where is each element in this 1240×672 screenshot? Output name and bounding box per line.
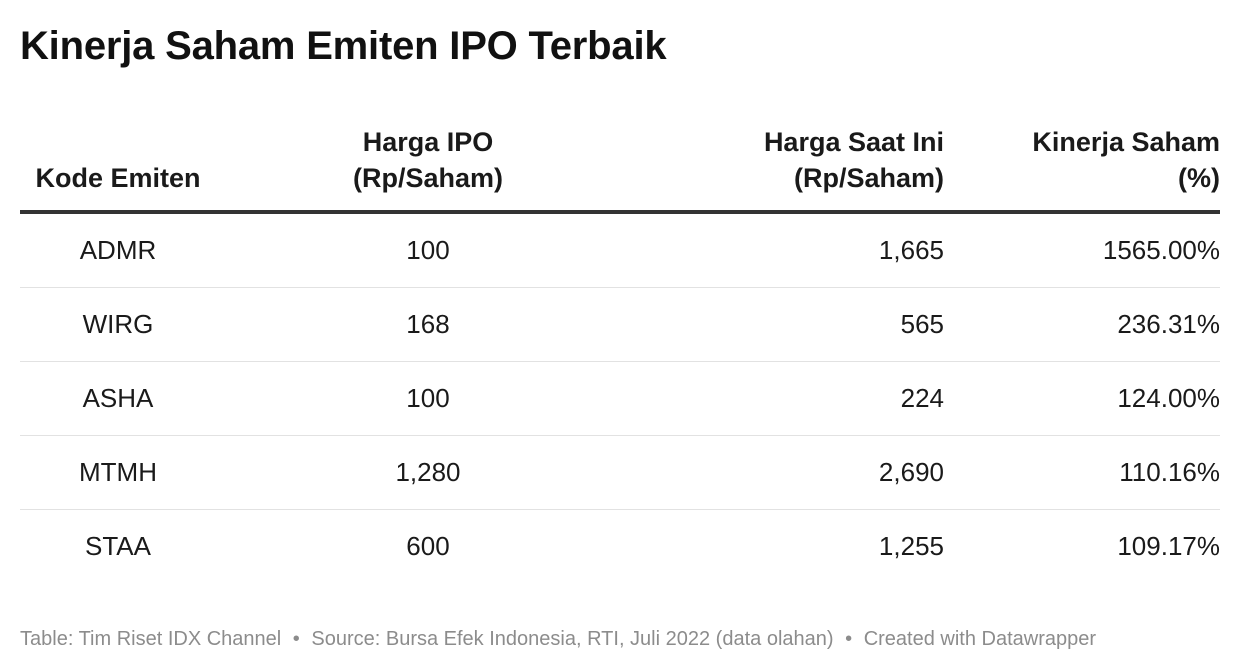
column-header-unit: (Rp/Saham) xyxy=(352,163,504,193)
column-header-kode-emiten[interactable]: Kode Emiten xyxy=(20,120,216,214)
column-header-line: Kode Emiten xyxy=(35,163,201,193)
cell-harga-saat-ini: 565 xyxy=(640,287,944,362)
cell-harga-ipo: 600 xyxy=(406,531,450,561)
table-row: MTMH 1,280 2,690 110.16% xyxy=(20,435,1220,510)
cell-kinerja-saham: 1565.00% xyxy=(944,212,1220,288)
data-table: Kode Emiten Harga IPO (Rp/Saham) Harga S… xyxy=(20,120,1220,583)
column-header-harga-saat-ini[interactable]: Harga Saat Ini (Rp/Saham) xyxy=(640,120,944,214)
source-note: Source: Bursa Efek Indonesia, RTI, Juli … xyxy=(311,628,834,650)
datawrapper-credit-link[interactable]: Created with Datawrapper xyxy=(863,628,1097,650)
table-row: ADMR 100 1,665 1565.00% xyxy=(20,212,1220,288)
column-header-line: Harga IPO xyxy=(362,127,494,157)
column-header-line: Kinerja Saham xyxy=(1032,127,1220,157)
column-header-harga-ipo[interactable]: Harga IPO (Rp/Saham) xyxy=(216,120,640,214)
footer-notes: Table: Tim Riset IDX Channel • Source: B… xyxy=(20,626,1096,652)
cell-harga-saat-ini: 1,665 xyxy=(640,212,944,288)
table-row: ASHA 100 224 124.00% xyxy=(20,361,1220,436)
cell-harga-ipo: 1,280 xyxy=(216,435,640,510)
cell-kode-emiten: ADMR xyxy=(20,212,216,288)
cell-kinerja-saham: 110.16% xyxy=(944,435,1220,510)
cell-kinerja-saham: 236.31% xyxy=(944,287,1220,362)
cell-kode-emiten: MTMH xyxy=(20,435,216,510)
table-row: WIRG 168 565 236.31% xyxy=(20,287,1220,362)
chart-title: Kinerja Saham Emiten IPO Terbaik xyxy=(20,24,667,68)
column-header-kinerja-saham[interactable]: Kinerja Saham (%) xyxy=(944,120,1220,214)
table-row: STAA 600 1,255 109.17% xyxy=(20,510,1220,584)
cell-harga-ipo: 100 xyxy=(216,361,640,436)
column-header-line: Harga Saat Ini xyxy=(763,127,944,157)
cell-harga-ipo: 168 xyxy=(216,287,640,362)
cell-kode-emiten: WIRG xyxy=(20,287,216,362)
cell-harga-ipo: 100 xyxy=(216,212,640,288)
footer-separator: • xyxy=(845,628,853,650)
cell-kinerja-saham: 124.00% xyxy=(944,361,1220,436)
table-body: ADMR 100 1,665 1565.00% WIRG 168 565 236… xyxy=(20,212,1220,583)
cell-harga-saat-ini: 224 xyxy=(640,361,944,436)
header-row: Kode Emiten Harga IPO (Rp/Saham) Harga S… xyxy=(20,120,1220,214)
cell-harga-saat-ini: 2,690 xyxy=(640,435,944,510)
table-header: Kode Emiten Harga IPO (Rp/Saham) Harga S… xyxy=(20,120,1220,214)
column-header-unit: (Rp/Saham) xyxy=(793,163,944,193)
cell-kode-emiten: STAA xyxy=(85,531,151,561)
cell-harga-saat-ini: 1,255 xyxy=(878,531,944,561)
data-table-container: Kode Emiten Harga IPO (Rp/Saham) Harga S… xyxy=(20,120,1220,583)
column-header-unit: (%) xyxy=(1178,163,1220,193)
cell-kinerja-saham: 109.17% xyxy=(1117,531,1220,561)
table-credit: Table: Tim Riset IDX Channel xyxy=(20,628,282,650)
footer-separator: • xyxy=(292,628,300,650)
cell-kode-emiten: ASHA xyxy=(20,361,216,436)
